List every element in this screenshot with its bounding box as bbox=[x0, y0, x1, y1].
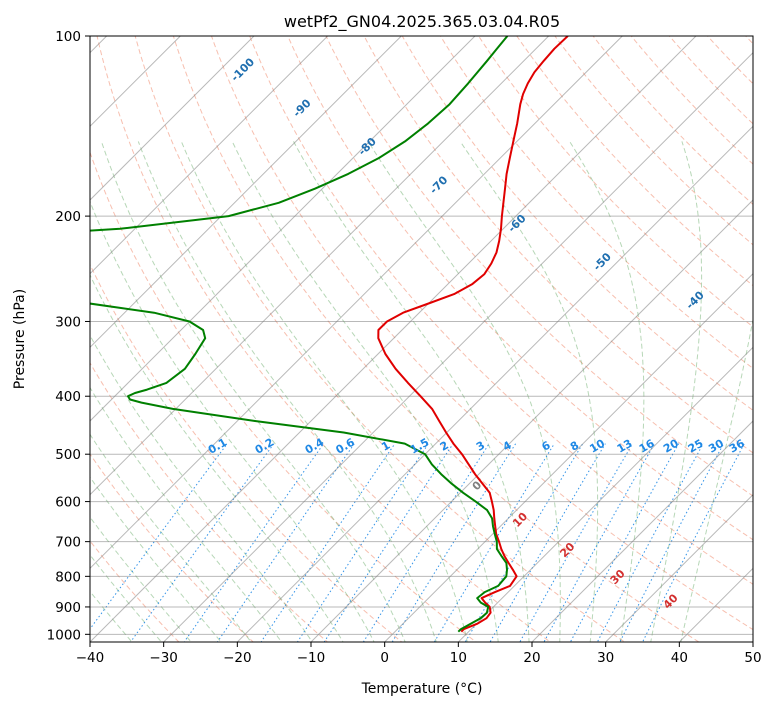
y-tick-label: 600 bbox=[55, 495, 81, 511]
isotherm-line bbox=[90, 36, 329, 275]
y-tick-label: 700 bbox=[55, 535, 81, 551]
moist-adiabat bbox=[569, 141, 645, 642]
x-tick-label: 20 bbox=[523, 650, 540, 666]
y-axis-label: Pressure (hPa) bbox=[12, 289, 28, 389]
mixing-ratio-line bbox=[642, 443, 745, 642]
mixing-ratio-line bbox=[596, 443, 704, 642]
moist-adiabat bbox=[293, 141, 530, 642]
moist-adiabat bbox=[100, 141, 406, 642]
mixing-ratio-line bbox=[569, 443, 680, 642]
isotherm-line bbox=[90, 36, 697, 642]
x-axis-label: Temperature (°C) bbox=[361, 681, 483, 697]
dry-adiabat bbox=[90, 151, 477, 642]
mixing-ratio-line bbox=[433, 443, 555, 642]
dry-adiabat bbox=[90, 263, 403, 642]
profile-lines bbox=[90, 36, 569, 633]
x-tick-label: 50 bbox=[744, 650, 761, 666]
x-tick-label: 10 bbox=[450, 650, 467, 666]
mixing-ratio-line bbox=[619, 443, 725, 642]
moist-adiabat bbox=[367, 141, 561, 642]
mixing-ratio-line bbox=[296, 443, 429, 642]
x-tick-label: −30 bbox=[149, 650, 178, 666]
y-tick-label: 900 bbox=[55, 600, 81, 616]
y-tick-label: 300 bbox=[55, 314, 81, 330]
x-tick-label: −10 bbox=[297, 650, 326, 666]
temperature-line bbox=[377, 36, 569, 633]
dry-adiabat bbox=[439, 36, 753, 369]
moist-adiabat bbox=[680, 317, 753, 642]
isotherm-line bbox=[90, 36, 402, 349]
moist-adiabat bbox=[650, 141, 703, 642]
dry-adiabat bbox=[210, 36, 753, 631]
mixing-ratio-line bbox=[90, 443, 228, 630]
isotherm-line bbox=[310, 199, 753, 642]
moist-adiabat bbox=[90, 200, 375, 642]
plot-frame bbox=[89, 35, 754, 643]
isotherm-line bbox=[90, 36, 255, 201]
mixing-ratio-line bbox=[519, 443, 634, 642]
mixing-ratio-line bbox=[362, 443, 490, 642]
dry-adiabat bbox=[90, 361, 329, 642]
x-tick-label: −40 bbox=[76, 650, 105, 666]
isotherm-line bbox=[605, 493, 753, 642]
y-tick-label: 100 bbox=[55, 29, 81, 45]
moist-adiabat bbox=[90, 516, 192, 642]
isotherm-line bbox=[384, 272, 753, 642]
moist-adiabat bbox=[180, 141, 468, 642]
dry-adiabat bbox=[172, 36, 700, 642]
moist-adiabat bbox=[90, 334, 313, 642]
axis-ticks: −40 −30 −20 −10 0 10 20 30 40 50 100 200 300 400 500 60… bbox=[47, 29, 762, 666]
dry-adiabat bbox=[554, 36, 753, 246]
x-tick-label: 40 bbox=[671, 650, 688, 666]
moist-adiabat bbox=[90, 433, 252, 642]
y-tick-label: 800 bbox=[55, 569, 81, 585]
isotherm-line bbox=[236, 125, 753, 642]
dry-adiabat bbox=[477, 36, 753, 328]
isotherm-line bbox=[531, 420, 753, 642]
moist-adiabat bbox=[90, 386, 283, 642]
y-tick-label: 1000 bbox=[47, 627, 81, 643]
moist-adiabat bbox=[90, 476, 222, 642]
chart-title: wetPf2_GN04.2025.365.03.04.R05 bbox=[284, 12, 560, 32]
dry-adiabat bbox=[630, 36, 753, 165]
dewpoint-line bbox=[90, 36, 509, 633]
isotherm-line bbox=[90, 36, 623, 570]
isotherm-line bbox=[457, 346, 753, 642]
y-tick-label: 500 bbox=[55, 447, 81, 463]
mixing-ratio-line bbox=[489, 443, 606, 642]
isotherm-line bbox=[163, 51, 753, 642]
y-tick-label: 200 bbox=[55, 209, 81, 225]
mixing-ratio-line bbox=[260, 443, 396, 642]
dry-adiabat bbox=[96, 36, 552, 642]
x-tick-label: 0 bbox=[380, 650, 389, 666]
dry-adiabat bbox=[325, 36, 753, 497]
dry-adiabat bbox=[249, 36, 753, 585]
y-tick-label: 400 bbox=[55, 389, 81, 405]
moist-adiabat bbox=[459, 141, 599, 642]
x-tick-label: −20 bbox=[223, 650, 252, 666]
moist-adiabat bbox=[231, 141, 499, 642]
x-tick-label: 30 bbox=[597, 650, 614, 666]
mixing-ratio-line bbox=[129, 443, 275, 642]
mixing-ratio-line bbox=[543, 443, 656, 642]
isotherm-line bbox=[90, 36, 550, 496]
isotherm-line bbox=[90, 36, 476, 422]
moist-adiabat bbox=[137, 141, 437, 642]
